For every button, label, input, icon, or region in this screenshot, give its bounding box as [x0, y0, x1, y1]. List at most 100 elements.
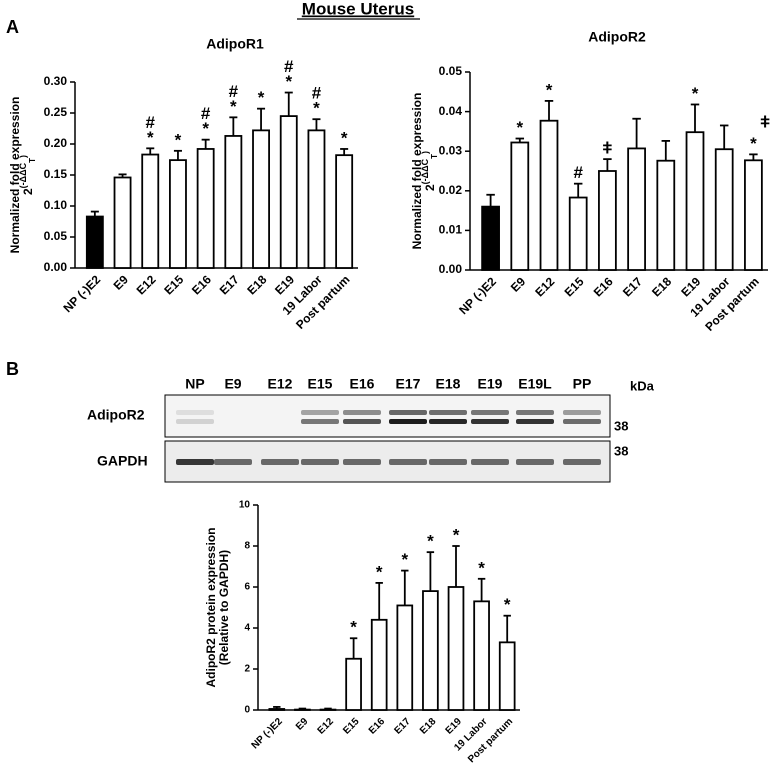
- lane-label: E18: [436, 376, 461, 392]
- band: [429, 419, 467, 424]
- y-tick-label: 10: [239, 500, 251, 511]
- lane-label: E17: [396, 376, 421, 392]
- band: [261, 459, 299, 465]
- significance-marker: *: [478, 558, 485, 577]
- formula-part: ): [18, 155, 28, 158]
- bar: [656, 159, 676, 271]
- x-tick-label: E17: [217, 272, 242, 297]
- bar: [396, 604, 414, 711]
- band: [343, 419, 381, 424]
- significance-marker: *: [175, 130, 182, 149]
- significance-marker: *: [692, 84, 699, 103]
- significance-marker: *: [285, 72, 292, 91]
- bar: [539, 119, 559, 271]
- blot-row-label: GAPDH: [97, 453, 148, 469]
- band: [563, 419, 601, 424]
- formula-part: ): [420, 151, 430, 154]
- formula-part: (-ΔΔC: [18, 162, 28, 188]
- formula-part: T: [430, 154, 439, 159]
- y-tick-label: 0.20: [44, 136, 68, 150]
- band: [176, 459, 214, 465]
- band: [516, 410, 554, 415]
- y-tick-label: 2: [244, 664, 250, 675]
- band: [389, 410, 427, 415]
- band: [301, 410, 339, 415]
- x-tick-label: E18: [418, 716, 439, 737]
- significance-marker: *: [516, 118, 523, 137]
- bar: [447, 586, 465, 711]
- band: [389, 459, 427, 465]
- bar: [422, 590, 439, 711]
- x-tick-label: E12: [316, 716, 337, 737]
- significance-marker: #: [573, 163, 583, 182]
- bar: [627, 147, 646, 271]
- x-tick-label: E15: [562, 274, 587, 299]
- bar: [307, 129, 326, 269]
- band: [389, 419, 427, 424]
- band: [471, 459, 509, 465]
- bar: [113, 176, 132, 269]
- significance-marker: #: [284, 57, 294, 76]
- x-tick-label: E9: [508, 274, 529, 295]
- lane-label: PP: [573, 376, 592, 392]
- blot-row-label: AdipoR2: [87, 407, 145, 423]
- y-axis-label: Normalized fold expression: [410, 93, 424, 250]
- bar: [568, 196, 588, 271]
- bar: [345, 657, 362, 711]
- bar: [685, 131, 705, 271]
- size-marker: 38: [614, 443, 628, 458]
- x-tick-label: E19: [678, 274, 703, 299]
- significance-marker: *: [258, 88, 265, 107]
- y-axis-label: AdipoR2 protein expression: [204, 527, 218, 687]
- y-axis-label: Normalized fold expression: [8, 97, 22, 254]
- panel-label: A: [6, 17, 19, 37]
- significance-marker: *: [313, 99, 320, 118]
- bar: [744, 159, 763, 271]
- x-tick-label: NP (-)E2: [60, 272, 103, 315]
- y-tick-label: 0.02: [439, 183, 463, 197]
- unit-label: kDa: [630, 378, 655, 393]
- significance-marker: ǂ: [602, 139, 612, 158]
- significance-marker: *: [504, 595, 511, 614]
- bar: [714, 148, 734, 271]
- y-tick-label: 0.15: [44, 167, 68, 181]
- size-marker: 38: [614, 418, 628, 433]
- formula-part: (-ΔΔC: [420, 158, 430, 184]
- significance-marker: *: [147, 128, 154, 147]
- bar: [598, 170, 617, 271]
- x-tick-label: E16: [367, 716, 388, 737]
- band: [343, 459, 381, 465]
- x-tick-label: E16: [189, 272, 214, 297]
- significance-marker: *: [453, 525, 460, 544]
- chart-title: AdipoR2: [588, 29, 646, 45]
- x-tick-label: NP (-)E2: [456, 274, 499, 317]
- x-tick-label: E18: [244, 272, 269, 297]
- x-tick-label: E16: [591, 274, 616, 299]
- band: [301, 459, 339, 465]
- lane-label: E19L: [518, 376, 552, 392]
- x-tick-label: E19: [444, 716, 465, 737]
- band: [516, 459, 554, 465]
- band: [563, 410, 601, 415]
- y-tick-label: 0.00: [439, 262, 463, 276]
- y-axis-formula: 2(-ΔΔCT): [18, 155, 37, 195]
- significance-marker: *: [202, 119, 209, 138]
- y-tick-label: 0.01: [439, 223, 463, 237]
- bar: [370, 618, 388, 711]
- blot-box: [164, 394, 611, 438]
- bar: [481, 205, 500, 271]
- y-axis-label: (Relative to GAPDH): [217, 550, 231, 665]
- bar: [85, 215, 104, 269]
- bar: [268, 708, 286, 711]
- x-tick-label: E9: [294, 716, 311, 733]
- y-axis-formula: 2(-ΔΔCT): [420, 151, 439, 191]
- bar: [252, 129, 270, 269]
- y-tick-label: 8: [244, 541, 250, 552]
- y-tick-label: 0.03: [439, 143, 463, 157]
- significance-marker: *: [546, 80, 553, 99]
- significance-marker: #: [201, 104, 211, 123]
- band: [563, 459, 601, 465]
- significance-marker: *: [750, 134, 757, 153]
- lane-label: E9: [224, 376, 241, 392]
